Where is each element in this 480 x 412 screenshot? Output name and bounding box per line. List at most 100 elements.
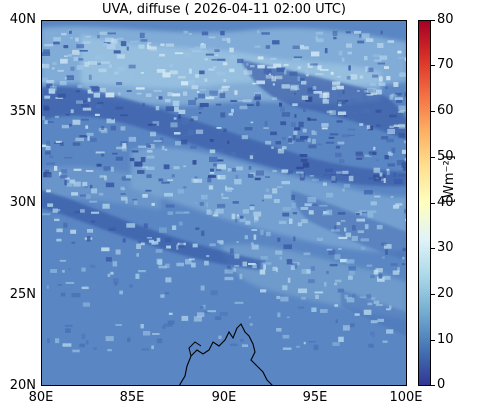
cloud-speckle [82, 107, 92, 111]
cloud-speckle [174, 106, 179, 112]
cloud-speckle [86, 340, 89, 345]
cloud-speckle [348, 65, 351, 71]
cloud-speckle [208, 185, 214, 190]
cloud-speckle [337, 212, 346, 215]
cloud-speckle [360, 238, 369, 242]
cloud-speckle [338, 159, 345, 164]
cloud-speckle [158, 96, 163, 100]
cloud-speckle [282, 207, 291, 211]
cloud-speckle [227, 168, 232, 172]
cloud-speckle [102, 43, 108, 47]
cloud-speckle [260, 229, 264, 236]
colorbar-tick-label: 80 [437, 12, 454, 27]
cloud-speckle [129, 284, 133, 288]
cloud-speckle [146, 155, 155, 159]
cloud-speckle [89, 184, 93, 189]
cloud-speckle [223, 128, 227, 133]
cloud-speckle [103, 42, 111, 44]
cloud-speckle [107, 273, 111, 277]
cloud-speckle [334, 108, 340, 111]
cloud-speckle [234, 253, 240, 259]
cloud-speckle [55, 338, 60, 344]
cloud-speckle [116, 66, 125, 72]
cloud-speckle [265, 140, 272, 145]
cloud-speckle [177, 242, 186, 246]
cloud-speckle [46, 285, 49, 289]
cloud-speckle [202, 311, 211, 314]
cloud-speckle [200, 89, 207, 91]
cloud-speckle [114, 281, 118, 286]
cloud-speckle [80, 209, 85, 213]
cloud-speckle [167, 92, 173, 97]
cloud-speckle [170, 122, 178, 128]
cloud-speckle [104, 175, 108, 181]
cloud-speckle [159, 227, 167, 233]
cloud-speckle [75, 137, 84, 142]
map-title: UVA, diffuse ( 2026-04-11 02:00 UTC) [101, 2, 347, 17]
cloud-speckle [54, 218, 60, 222]
cloud-speckle [360, 246, 366, 250]
cloud-speckle [342, 325, 350, 331]
cloud-speckle [155, 249, 163, 253]
cloud-speckle [368, 125, 374, 131]
cloud-speckle [271, 146, 274, 149]
colorbar-tick-mark [431, 248, 435, 249]
cloud-speckle [367, 210, 377, 213]
cloud-speckle [328, 136, 335, 139]
cloud-speckle [287, 277, 291, 283]
cloud-speckle [300, 78, 305, 83]
cloud-speckle [215, 209, 224, 214]
cloud-speckle [294, 114, 297, 118]
cloud-speckle [280, 296, 289, 302]
cloud-speckle [54, 165, 58, 171]
cloud-speckle [169, 70, 178, 75]
cloud-speckle [276, 328, 282, 332]
cloud-speckle [84, 61, 89, 67]
cloud-speckle [112, 261, 118, 267]
cloud-speckle [336, 222, 341, 226]
cloud-speckle [72, 142, 81, 146]
cloud-speckle [344, 227, 347, 232]
cloud-speckle [212, 214, 218, 217]
cloud-speckle [215, 168, 222, 172]
cloud-speckle [257, 64, 265, 69]
cloud-speckle [93, 347, 97, 350]
cloud-speckle [356, 218, 366, 222]
cloud-speckle [251, 244, 259, 250]
cloud-speckle [183, 134, 188, 137]
cloud-speckle [363, 309, 372, 315]
cloud-speckle [328, 249, 336, 255]
cloud-speckle [120, 193, 126, 195]
colorbar-tick-label: 10 [437, 332, 454, 347]
cloud-speckle [41, 116, 46, 121]
cloud-speckle [145, 166, 155, 170]
cloud-speckle [278, 220, 287, 225]
cloud-speckle [165, 106, 174, 112]
cloud-speckle [46, 189, 51, 193]
cloud-speckle [46, 83, 53, 89]
cloud-speckle [90, 264, 96, 268]
cloud-speckle [119, 290, 123, 295]
cloud-speckle [166, 245, 171, 249]
cloud-speckle [217, 132, 222, 135]
cloud-speckle [386, 308, 391, 311]
cloud-speckle [175, 211, 184, 214]
cloud-speckle [183, 165, 187, 168]
cloud-speckle [156, 69, 166, 73]
cloud-speckle [108, 227, 116, 231]
cloud-speckle [393, 172, 396, 177]
cloud-speckle [64, 179, 67, 186]
cloud-speckle [337, 141, 345, 145]
cloud-speckle [62, 269, 65, 273]
cloud-speckle [250, 121, 254, 124]
cloud-speckle [291, 122, 296, 127]
cloud-speckle [249, 323, 253, 326]
cloud-speckle [167, 320, 175, 325]
cloud-speckle [303, 341, 306, 345]
cloud-speckle [52, 208, 58, 213]
cloud-speckle [376, 159, 379, 162]
cloud-speckle [302, 162, 310, 168]
cloud-speckle [373, 174, 382, 181]
cloud-speckle [370, 331, 373, 336]
cloud-speckle [120, 126, 126, 131]
